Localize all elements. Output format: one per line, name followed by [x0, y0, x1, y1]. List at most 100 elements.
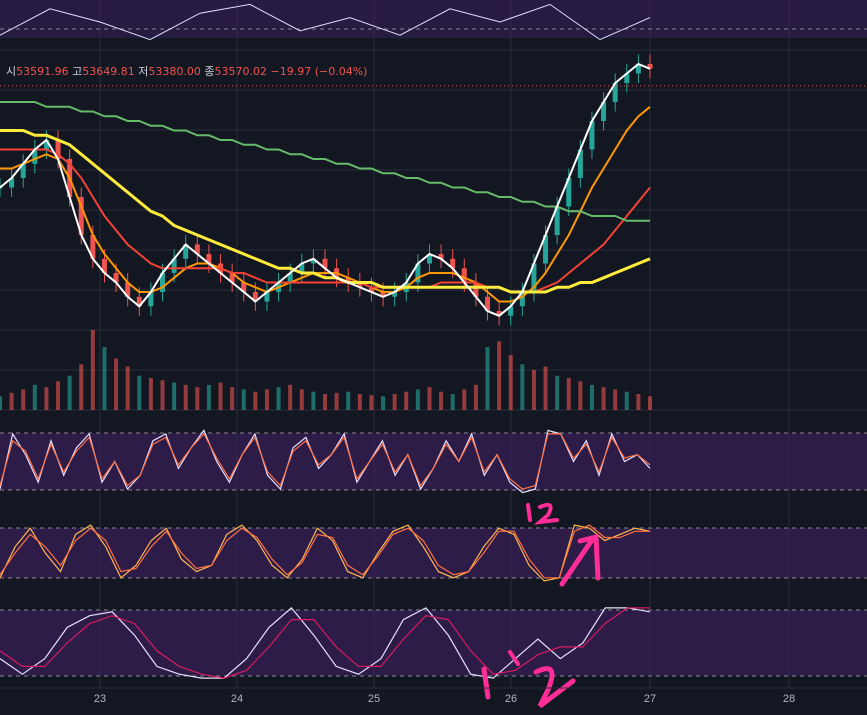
volume-bar — [520, 364, 525, 410]
candle-body — [450, 258, 456, 269]
volume-bar — [439, 391, 444, 410]
candle-body — [101, 258, 107, 273]
indicator-panel-2[interactable] — [0, 524, 867, 582]
top-indicator-panel — [0, 0, 867, 41]
ind3-band — [0, 610, 867, 676]
volume-bar — [601, 387, 606, 410]
volume-bar — [276, 387, 281, 410]
volume-bar — [114, 358, 119, 410]
candle-body — [264, 292, 270, 302]
volume-bar — [497, 341, 502, 410]
moving-average-line — [0, 129, 651, 294]
candle-body — [624, 73, 630, 83]
candle-body — [160, 273, 165, 292]
volume-bar — [473, 384, 478, 410]
candle-body — [136, 296, 142, 307]
volume-bar — [323, 394, 327, 410]
close-value: 53570.02 — [214, 65, 268, 78]
candle-body — [357, 282, 363, 288]
candle-body — [90, 235, 96, 259]
change-value: −19.97 (−0.04%) — [270, 65, 368, 78]
candle-body — [287, 273, 293, 283]
volume-bar — [0, 396, 2, 410]
volume-bar — [589, 384, 594, 410]
volume-bar — [288, 384, 293, 410]
candle-body — [43, 140, 49, 150]
volume-bar — [264, 389, 269, 410]
volume-bar — [311, 391, 316, 410]
candle-body — [252, 292, 258, 302]
volume-bar — [125, 366, 130, 410]
candle-body — [531, 263, 537, 292]
candle-body — [32, 149, 38, 164]
candle-body — [171, 258, 177, 273]
volume-bar — [404, 391, 409, 410]
candle-body — [148, 292, 154, 307]
volume-bar — [79, 364, 84, 410]
close-label: 종 — [204, 65, 215, 78]
candle-body — [566, 178, 572, 207]
candle-body — [473, 282, 479, 297]
high-value: 53649.81 — [82, 65, 135, 78]
volume-bar — [160, 380, 165, 410]
handwritten-annotations — [481, 502, 601, 708]
low-value: 53380.00 — [148, 65, 201, 78]
candle-body — [310, 258, 316, 264]
x-tick-label: 24 — [231, 693, 243, 705]
volume-bar — [334, 392, 339, 410]
candle-body — [612, 83, 618, 102]
volume-bar — [566, 378, 571, 410]
volume-bar — [369, 395, 374, 410]
volume-bar — [531, 370, 536, 410]
candle-body — [241, 282, 247, 292]
candle-body — [125, 282, 131, 297]
candle-body — [415, 263, 421, 283]
time-axis[interactable]: 23 24 25 26 27 28 — [0, 687, 867, 705]
volume-bar — [172, 382, 177, 410]
ind1-band — [0, 433, 867, 490]
volume-bar — [624, 391, 629, 410]
indicator-panel-3[interactable] — [0, 607, 867, 679]
candle-body — [322, 258, 328, 269]
indicator-panel-1[interactable] — [0, 429, 867, 494]
volume-bar — [427, 387, 432, 410]
volume-bar — [148, 378, 153, 410]
volume-bar — [56, 381, 61, 410]
candle-body — [577, 149, 583, 178]
volume-bar — [543, 366, 548, 410]
volume-bar — [21, 389, 26, 410]
volume-bar — [578, 381, 583, 410]
volume-bar — [636, 394, 641, 410]
candle-body — [461, 268, 467, 283]
price-panel[interactable] — [0, 54, 867, 326]
candle-body — [0, 187, 3, 189]
high-label: 고 — [72, 65, 83, 78]
x-tick-label: 23 — [94, 693, 106, 705]
candle-body — [589, 121, 595, 150]
candle-body — [601, 102, 607, 121]
candle-body — [496, 311, 502, 316]
ohlc-legend: 시53591.96 고53649.81 저53380.00 종53570.02 … — [6, 63, 367, 79]
candle-body — [380, 292, 386, 297]
volume-bar — [102, 347, 107, 410]
volume-bar — [183, 384, 188, 410]
annotation-mark — [481, 666, 491, 700]
volume-bar — [462, 389, 467, 410]
annotation-mark — [533, 666, 576, 708]
candle-body — [438, 254, 444, 259]
volume-bar — [218, 382, 223, 410]
ind3-series-line — [0, 607, 650, 679]
volume-bar — [485, 347, 490, 410]
top-line — [0, 3, 651, 41]
candle-body — [299, 263, 305, 273]
x-tick-label: 27 — [644, 693, 656, 705]
candle-body — [554, 206, 560, 235]
candle-body — [543, 235, 549, 264]
volume-bar — [555, 375, 560, 410]
annotation-mark — [508, 650, 520, 666]
volume-bar — [381, 396, 386, 410]
volume-bar — [90, 330, 95, 410]
price-line — [0, 62, 651, 317]
low-label: 저 — [138, 65, 149, 78]
